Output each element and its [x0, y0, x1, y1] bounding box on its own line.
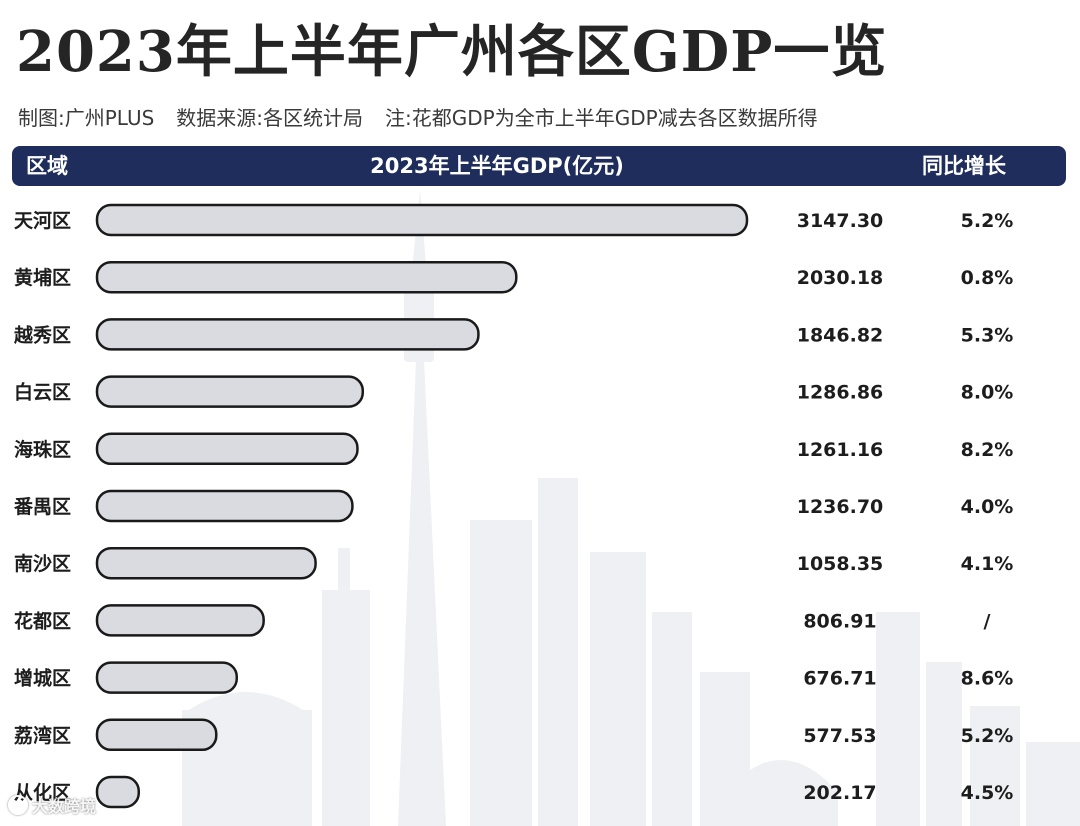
gdp-value-label: 577.53: [803, 725, 876, 747]
bar-row: 白云区 1286.86 8.0%: [14, 375, 1014, 408]
header-region: 区域: [26, 154, 68, 178]
region-label: 花都区: [14, 609, 71, 632]
bar-row: 越秀区 1846.82 5.3%: [13, 318, 1014, 351]
growth-value-label: 0.8%: [961, 267, 1014, 289]
gdp-value-label: 1261.16: [797, 439, 884, 461]
region-label: 番禺区: [13, 496, 71, 518]
gdp-bar: [95, 260, 518, 294]
growth-value-label: 4.5%: [961, 782, 1014, 804]
data-source: 数据来源:各区统计局: [176, 105, 364, 130]
bar-row: 天河区 3147.30 5.2%: [14, 203, 1014, 237]
gdp-value-label: 2030.18: [797, 267, 884, 289]
bar-row: 从化区 202.17 4.5%: [14, 775, 1014, 809]
growth-value-label: /: [984, 610, 991, 632]
watermark-logo-icon: [8, 795, 28, 815]
region-label: 越秀区: [13, 323, 71, 346]
region-label: 黄埔区: [14, 266, 71, 289]
growth-value-label: 4.0%: [961, 496, 1014, 518]
gdp-value-label: 676.71: [803, 668, 876, 690]
region-label: 白云区: [14, 381, 71, 404]
footnote: 注:花都GDP为全市上半年GDP减去各区数据所得: [385, 105, 818, 130]
bar-row: 增城区 676.71 8.6%: [14, 661, 1014, 694]
page-title: 2023年上半年广州各区GDP一览: [16, 19, 888, 85]
bar-row: 南沙区 1058.35 4.1%: [14, 546, 1014, 580]
region-label: 增城区: [14, 667, 71, 690]
bar-row: 花都区 806.91 /: [14, 604, 991, 637]
growth-value-label: 8.2%: [961, 439, 1014, 461]
gdp-value-label: 806.91: [803, 610, 876, 632]
gdp-bar: [95, 318, 480, 351]
gdp-bar: [95, 489, 354, 523]
gdp-bar: [95, 661, 239, 694]
region-label: 从化区: [14, 781, 71, 804]
growth-value-label: 5.2%: [961, 210, 1014, 232]
watermark: 大数跨境: [8, 794, 96, 816]
growth-value-label: 8.0%: [961, 382, 1014, 404]
bar-row: 黄埔区 2030.18 0.8%: [14, 260, 1014, 294]
region-label: 天河区: [14, 210, 71, 232]
bar-row: 番禺区 1236.70 4.0%: [13, 489, 1014, 523]
watermark-text: 大数跨境: [32, 797, 97, 816]
gdp-bar: [95, 203, 749, 237]
header-growth: 同比增长: [922, 154, 1006, 178]
growth-value-label: 5.3%: [961, 324, 1014, 346]
gdp-value-label: 202.17: [803, 782, 876, 804]
gdp-bar: [95, 546, 317, 580]
gdp-bar: [95, 718, 218, 752]
table-header-bar: 区域 2023年上半年GDP(亿元) 同比增长: [12, 146, 1066, 186]
gdp-value-label: 3147.30: [797, 210, 884, 232]
growth-value-label: 4.1%: [961, 553, 1014, 575]
bar-row: 荔湾区 577.53 5.2%: [14, 718, 1014, 752]
gdp-value-label: 1846.82: [797, 324, 884, 346]
growth-value-label: 8.6%: [961, 668, 1014, 690]
gdp-value-label: 1236.70: [797, 496, 884, 518]
gdp-value-label: 1058.35: [797, 553, 884, 575]
gdp-bar: [95, 775, 141, 809]
gdp-bar: [95, 604, 265, 637]
subtitle-row: 制图:广州PLUS 数据来源:各区统计局 注:花都GDP为全市上半年GDP减去各…: [18, 100, 818, 132]
gdp-value-label: 1286.86: [797, 382, 884, 404]
gdp-bar: [95, 432, 359, 466]
gdp-bar: [95, 375, 365, 408]
growth-value-label: 5.2%: [961, 725, 1014, 747]
header-gdp: 2023年上半年GDP(亿元): [370, 154, 624, 178]
region-label: 海珠区: [14, 438, 71, 461]
region-label: 南沙区: [14, 553, 71, 575]
region-label: 荔湾区: [14, 724, 71, 747]
author-credit: 制图:广州PLUS: [18, 105, 155, 130]
bar-row: 海珠区 1261.16 8.2%: [14, 432, 1014, 466]
